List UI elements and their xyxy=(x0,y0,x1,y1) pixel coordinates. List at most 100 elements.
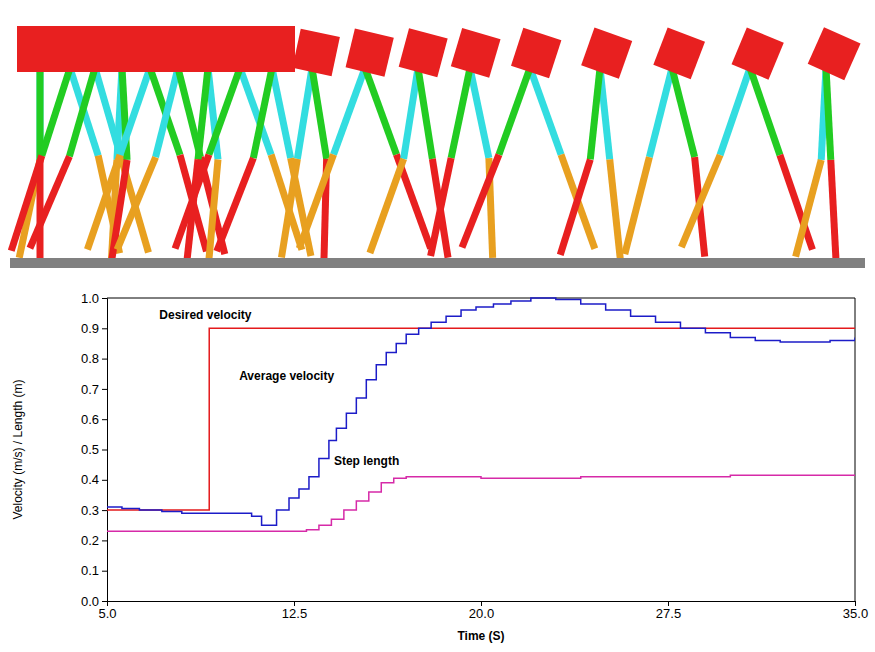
x-tick: 35.0 xyxy=(843,601,868,621)
robot-shin xyxy=(217,158,254,251)
y-tick-mark xyxy=(102,601,107,602)
robot-thigh xyxy=(470,68,489,158)
plot-area xyxy=(107,298,855,531)
plot-frame xyxy=(107,298,855,299)
y-tick: 0.3 xyxy=(81,503,107,518)
robot-thigh xyxy=(499,68,530,155)
robot-shin xyxy=(796,160,822,257)
robot-figure xyxy=(431,28,501,258)
y-tick-mark xyxy=(102,328,107,329)
robot-thigh xyxy=(312,68,327,159)
robot-shin xyxy=(610,159,621,258)
robot-thigh xyxy=(156,68,178,157)
x-axis: 5.0 12.5 20.0 27.5 35.0 xyxy=(98,601,868,621)
robot-body xyxy=(808,27,861,80)
robot-thigh xyxy=(272,68,291,158)
y-tick: 0.6 xyxy=(81,412,107,427)
robot-shin xyxy=(117,157,155,249)
robot-shin xyxy=(831,160,836,260)
robot-thigh xyxy=(69,68,95,156)
robot-thigh xyxy=(418,68,432,159)
robot-shin xyxy=(299,154,333,248)
y-tick-label: 0.7 xyxy=(81,382,99,397)
y-tick: 0.2 xyxy=(81,533,107,548)
y-tick-label: 0.0 xyxy=(81,594,99,609)
plot-frame xyxy=(855,298,856,601)
y-tick-label: 0.1 xyxy=(81,563,99,578)
y-tick-mark xyxy=(102,480,107,481)
robot-thigh xyxy=(42,68,70,156)
y-tick-label: 1.0 xyxy=(81,291,99,306)
y-tick-label: 0.3 xyxy=(81,503,99,518)
robot-thigh xyxy=(253,68,272,158)
x-tick: 12.5 xyxy=(282,601,307,621)
x-tick: 20.0 xyxy=(469,601,494,621)
x-tick-label: 27.5 xyxy=(656,606,681,621)
robot-shin xyxy=(370,159,404,253)
y-tick-mark xyxy=(102,540,107,541)
y-tick: 0.1 xyxy=(81,563,107,578)
robot-figure xyxy=(281,29,339,259)
robot-shin xyxy=(30,156,69,248)
robot-thigh xyxy=(70,68,98,156)
robot-thigh xyxy=(750,68,780,155)
robot-figure xyxy=(681,27,812,249)
y-tick-mark xyxy=(102,359,107,360)
robot-thigh xyxy=(120,68,150,155)
robot-figure xyxy=(175,26,302,250)
robot-body xyxy=(653,27,705,79)
robot-shin xyxy=(431,158,452,256)
robot-figure xyxy=(796,27,861,259)
y-tick-mark xyxy=(102,510,107,511)
robot-body xyxy=(249,26,295,72)
x-tick: 5.0 xyxy=(98,601,116,621)
y-tick-label: 0.5 xyxy=(81,442,99,457)
robot-thigh xyxy=(672,68,695,157)
robot-figure xyxy=(560,28,632,259)
y-tick-mark xyxy=(102,571,107,572)
y-tick-mark xyxy=(102,389,107,390)
y-tick-label: 0.6 xyxy=(81,412,99,427)
robot-shin xyxy=(87,155,120,250)
x-axis-title: Time (S) xyxy=(457,629,504,643)
robot-thigh xyxy=(451,68,470,158)
y-axis-title: Velocity (m/s) / Length (m) xyxy=(11,379,25,519)
robot-body xyxy=(292,29,339,76)
annotation: Desired velocity xyxy=(159,308,251,322)
robot-body xyxy=(346,28,394,76)
x-tick-label: 12.5 xyxy=(282,606,307,621)
y-tick: 1.0 xyxy=(81,291,107,306)
robot-shin xyxy=(560,159,590,254)
annotation: Average velocity xyxy=(239,369,334,383)
y-tick: 0.9 xyxy=(81,321,107,336)
x-tick: 27.5 xyxy=(656,601,681,621)
y-tick: 0.4 xyxy=(81,472,107,487)
y-tick: 0.0 xyxy=(81,594,107,609)
robot-thigh xyxy=(297,68,312,159)
robot-body xyxy=(511,28,561,78)
robot-shin xyxy=(462,155,499,248)
x-tick-label: 35.0 xyxy=(843,606,868,621)
robot-thigh xyxy=(826,68,831,160)
y-axis-line xyxy=(102,299,108,602)
annotation: Step length xyxy=(334,454,399,468)
y-tick: 0.8 xyxy=(81,351,107,366)
robot-thigh xyxy=(365,68,396,154)
robot-shin xyxy=(625,157,650,254)
robot-thigh xyxy=(590,68,600,159)
robot-body xyxy=(451,28,501,78)
series-line xyxy=(107,298,855,525)
robot-body xyxy=(399,28,448,77)
robot-thigh xyxy=(209,68,240,155)
ground xyxy=(10,258,865,268)
robot-shin xyxy=(281,159,297,258)
y-tick-label: 0.9 xyxy=(81,321,99,336)
y-tick: 0.5 xyxy=(81,442,107,457)
robot-body xyxy=(732,27,784,79)
robot-thigh xyxy=(649,68,672,157)
y-tick-label: 0.2 xyxy=(81,533,99,548)
robot-thigh xyxy=(334,68,365,154)
robot-thigh xyxy=(530,68,561,155)
robot-thigh xyxy=(198,68,208,159)
x-tick-label: 5.0 xyxy=(98,606,116,621)
